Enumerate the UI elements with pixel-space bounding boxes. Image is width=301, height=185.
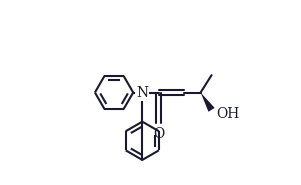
Text: N: N (136, 85, 148, 100)
Text: OH: OH (216, 107, 239, 121)
Text: O: O (153, 127, 164, 141)
Polygon shape (200, 92, 215, 112)
